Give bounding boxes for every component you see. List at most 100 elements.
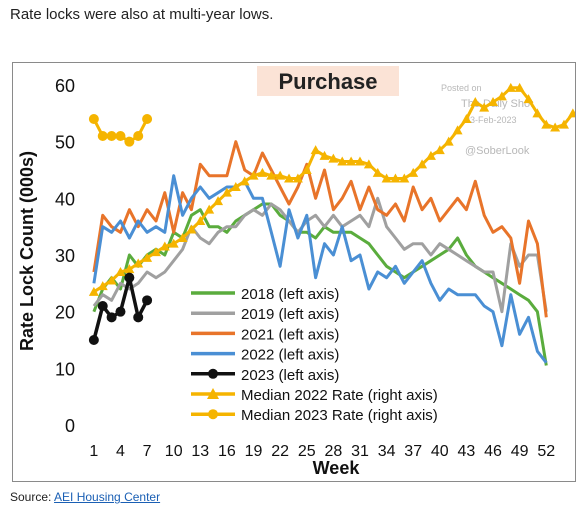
legend-item-1: 2019 (left axis)	[191, 306, 339, 323]
series-5-point-54	[559, 119, 569, 129]
x-tick-label-1: 1	[89, 443, 98, 460]
y-tick-label-50: 50	[55, 133, 75, 153]
series-5-point-53	[550, 122, 561, 132]
x-tick-label-4: 4	[116, 443, 125, 460]
series-5-point-39	[425, 150, 436, 160]
source-prefix: Source:	[10, 490, 52, 504]
series-5-point-18	[239, 176, 250, 186]
series-5-point-22	[275, 170, 286, 180]
x-tick-label-22: 22	[271, 443, 289, 460]
series-5-point-24	[292, 173, 303, 183]
x-tick-label-34: 34	[378, 443, 396, 460]
series-4-point-7	[142, 295, 153, 306]
series-4-point-2	[97, 301, 108, 311]
legend-item-0: 2018 (left axis)	[191, 286, 339, 303]
series-5-point-17	[230, 182, 241, 191]
chart-frame: Purchase Posted on The Daily Shot 23-Feb…	[12, 62, 576, 482]
series-4-point-1	[88, 335, 99, 345]
series-line-1	[92, 196, 548, 314]
headline: Rate locks were also at multi-year lows.	[10, 6, 274, 23]
series-5-point-34	[381, 173, 392, 183]
series-5-point-26	[310, 145, 321, 155]
y-tick-label-30: 30	[55, 246, 75, 266]
series-6-point-6	[133, 131, 144, 141]
legend-marker-6	[208, 409, 218, 420]
series-5-point-7	[142, 252, 153, 262]
series-6-point-2	[97, 131, 108, 141]
series-5-point-6	[133, 258, 144, 268]
series-5	[88, 82, 575, 296]
series-5-point-11	[177, 233, 188, 242]
series-6-point-4	[115, 131, 126, 141]
series-3	[92, 174, 548, 364]
series-5-point-3	[106, 275, 117, 285]
source-line: Source: AEI Housing Center	[10, 490, 160, 504]
legend-label-6: Median 2023 Rate (right axis)	[241, 407, 438, 424]
series-5-point-21	[266, 170, 277, 180]
series-5-point-27	[319, 150, 330, 160]
watermark-date: 23-Feb-2023	[465, 115, 517, 125]
legend-marker-5	[207, 388, 219, 399]
series-5-point-5	[124, 264, 135, 274]
series-5-point-38	[417, 159, 428, 169]
series-5-point-32	[363, 159, 374, 169]
source-link[interactable]: AEI Housing Center	[54, 490, 161, 504]
series-6-point-1	[88, 114, 99, 124]
series-5-point-33	[372, 167, 383, 177]
legend-label-4: 2023 (left axis)	[241, 367, 339, 384]
legend-marker-4	[208, 368, 218, 379]
series-5-point-31	[354, 156, 365, 166]
legend-item-6: Median 2023 Rate (right axis)	[191, 407, 438, 424]
series-5-point-45	[479, 102, 490, 112]
series-5-point-25	[301, 165, 312, 174]
series-5-point-44	[470, 97, 481, 106]
x-tick-label-46: 46	[484, 443, 502, 460]
legend-item-2: 2021 (left axis)	[191, 326, 339, 343]
series-5-point-55	[567, 108, 575, 118]
series-5-point-1	[88, 286, 99, 296]
legend-label-1: 2019 (left axis)	[241, 306, 339, 323]
series-5-point-8	[150, 247, 161, 257]
series-5-point-42	[452, 125, 463, 135]
series-5-point-29	[337, 156, 348, 166]
series-5-point-49	[514, 82, 525, 92]
series-5-point-43	[461, 114, 472, 123]
x-tick-label-40: 40	[431, 443, 449, 460]
x-tick-label-16: 16	[218, 443, 236, 460]
legend-label-5: Median 2022 Rate (right axis)	[241, 387, 438, 404]
series-5-point-36	[399, 173, 410, 183]
series-5-point-4	[115, 267, 126, 276]
chart-title: Purchase	[278, 69, 377, 94]
series-4-point-5	[124, 272, 135, 283]
legend-label-2: 2021 (left axis)	[241, 326, 339, 343]
series-5-point-46	[488, 97, 499, 106]
chart-title-box	[257, 66, 399, 96]
series-5-point-28	[328, 153, 339, 163]
series-5-point-37	[408, 167, 419, 177]
series-5-point-40	[434, 145, 445, 155]
x-tick-label-7: 7	[143, 443, 152, 460]
series-6	[88, 114, 153, 147]
series-line-3	[92, 174, 548, 364]
series-5-point-30	[346, 156, 357, 166]
series-5-point-14	[204, 204, 215, 214]
series-5-point-13	[195, 216, 206, 225]
x-tick-label-43: 43	[458, 443, 476, 460]
series-5-point-52	[541, 119, 552, 129]
legend-label-3: 2022 (left axis)	[241, 347, 339, 364]
series-6-point-7	[142, 114, 153, 124]
x-tick-label-28: 28	[324, 443, 342, 460]
series-4-point-6	[133, 312, 144, 323]
y-axis-label: Rate Lock Count (000s)	[17, 151, 37, 351]
series-5-point-19	[248, 170, 259, 180]
series-4-point-3	[106, 312, 117, 323]
series-5-point-10	[168, 238, 179, 248]
series-5-point-47	[496, 91, 507, 101]
y-tick-label-60: 60	[55, 76, 75, 96]
series-6-point-3	[106, 131, 117, 141]
legend-item-4: 2023 (left axis)	[191, 367, 339, 384]
series-5-point-35	[390, 173, 401, 183]
series-5-point-50	[523, 94, 534, 104]
series-5-point-12	[186, 224, 197, 234]
x-axis-label: Week	[313, 458, 361, 478]
